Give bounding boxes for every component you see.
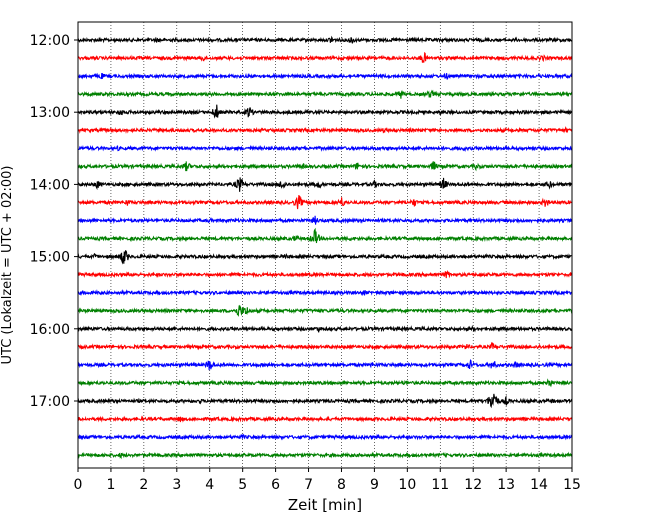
trace-1200 xyxy=(77,35,573,44)
x-tick-label: 13 xyxy=(497,477,515,493)
y-axis-label: UTC (Lokalzeit = UTC + 02:00) xyxy=(0,166,15,365)
seismic-traces xyxy=(77,35,573,460)
x-axis-ticks: 0 1 2 3 4 5 6 7 8 9 10 11 12 13 14 15 xyxy=(74,468,581,493)
trace-1300 xyxy=(77,104,573,119)
trace-1530 xyxy=(77,289,573,297)
x-tick-label: 12 xyxy=(464,477,482,493)
trace-1745 xyxy=(77,451,573,460)
trace-1615 xyxy=(77,341,573,351)
x-tick-label: 1 xyxy=(106,477,115,493)
y-tick-label: 12:00 xyxy=(30,33,70,49)
x-tick-label: 14 xyxy=(530,477,548,493)
trace-1345 xyxy=(77,161,573,172)
x-tick-label: 8 xyxy=(337,477,346,493)
trace-1515 xyxy=(77,269,573,279)
trace-1645 xyxy=(77,378,573,388)
trace-1215 xyxy=(77,51,573,63)
x-tick-label: 5 xyxy=(238,477,247,493)
x-tick-label: 11 xyxy=(431,477,449,493)
x-axis-label: Zeit [min] xyxy=(288,496,362,514)
x-tick-label: 9 xyxy=(370,477,379,493)
trace-1445 xyxy=(77,227,573,244)
trace-1700 xyxy=(77,393,573,409)
trace-1430 xyxy=(77,215,573,225)
trace-1245 xyxy=(77,89,573,99)
grid-lines xyxy=(110,22,540,468)
x-tick-label: 7 xyxy=(304,477,313,493)
y-tick-label: 14:00 xyxy=(30,177,70,193)
trace-1330 xyxy=(77,144,573,153)
y-tick-label: 13:00 xyxy=(30,105,70,121)
y-tick-label: 17:00 xyxy=(30,394,70,410)
x-tick-label: 0 xyxy=(74,477,83,493)
trace-1230 xyxy=(77,72,573,80)
trace-1315 xyxy=(77,126,573,134)
y-tick-label: 16:00 xyxy=(30,322,70,338)
trace-1400 xyxy=(77,177,573,192)
trace-1630 xyxy=(77,359,573,371)
trace-1415 xyxy=(77,194,573,210)
x-tick-label: 6 xyxy=(271,477,280,493)
trace-1545 xyxy=(77,304,573,317)
trace-1600 xyxy=(77,325,573,333)
x-tick-label: 15 xyxy=(563,477,581,493)
trace-1730 xyxy=(77,433,573,441)
x-tick-label: 2 xyxy=(139,477,148,493)
trace-1715 xyxy=(77,415,573,423)
y-tick-label: 15:00 xyxy=(30,250,70,266)
x-tick-label: 10 xyxy=(398,477,416,493)
plot-frame xyxy=(77,21,573,469)
y-axis-ticks: 12:00 13:00 14:00 15:00 16:00 17:00 xyxy=(30,33,78,410)
trace-1500 xyxy=(77,249,573,265)
x-tick-label: 3 xyxy=(172,477,181,493)
x-tick-label: 4 xyxy=(205,477,214,493)
